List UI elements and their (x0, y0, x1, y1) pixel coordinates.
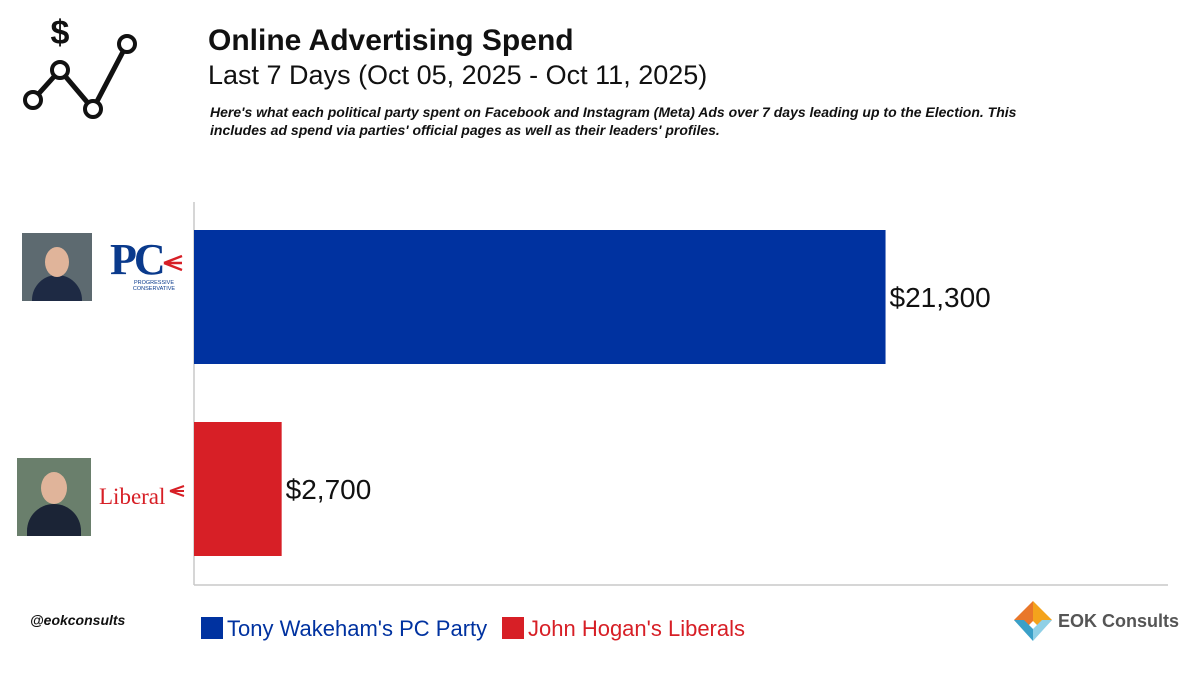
legend-label-pc: Tony Wakeham's PC Party (227, 616, 488, 641)
legend-swatch-liberal (502, 617, 524, 639)
pc-party-logo: PC PROGRESSIVE CONSERVATIVE (110, 235, 186, 294)
pc-flag-icon (163, 254, 183, 272)
eok-logo-icon (1014, 601, 1052, 641)
liberal-leader-photo (17, 458, 91, 536)
liberal-party-logo: Liberal (99, 484, 166, 509)
legend-label-liberal: John Hogan's Liberals (528, 616, 746, 641)
twitter-handle: @eokconsults (30, 612, 126, 628)
bar-0 (194, 230, 886, 364)
pc-leader-photo (22, 233, 92, 301)
pc-logo-subtext: PROGRESSIVE CONSERVATIVE (132, 280, 176, 292)
liberal-flag-icon (169, 485, 185, 497)
chart-title: Online Advertising Spend (208, 24, 574, 57)
bar-1 (194, 422, 282, 556)
bar-label-0: $21,300 (890, 282, 991, 313)
chart-subtitle: Last 7 Days (Oct 05, 2025 - Oct 11, 2025… (208, 60, 708, 90)
legend-swatch-pc (201, 617, 223, 639)
legend-item-pc: Tony Wakeham's PC Party (201, 616, 487, 642)
eok-brand-name: EOK Consults (1058, 611, 1180, 631)
legend-item-liberal: John Hogan's Liberals (502, 616, 745, 642)
bar-label-1: $2,700 (286, 474, 372, 505)
pc-logo-letters: PC (110, 235, 166, 284)
svg-text:$: $ (51, 14, 70, 52)
spend-trend-icon: $ (23, 14, 137, 119)
chart-note: Here's what each political party spent o… (210, 104, 1017, 138)
